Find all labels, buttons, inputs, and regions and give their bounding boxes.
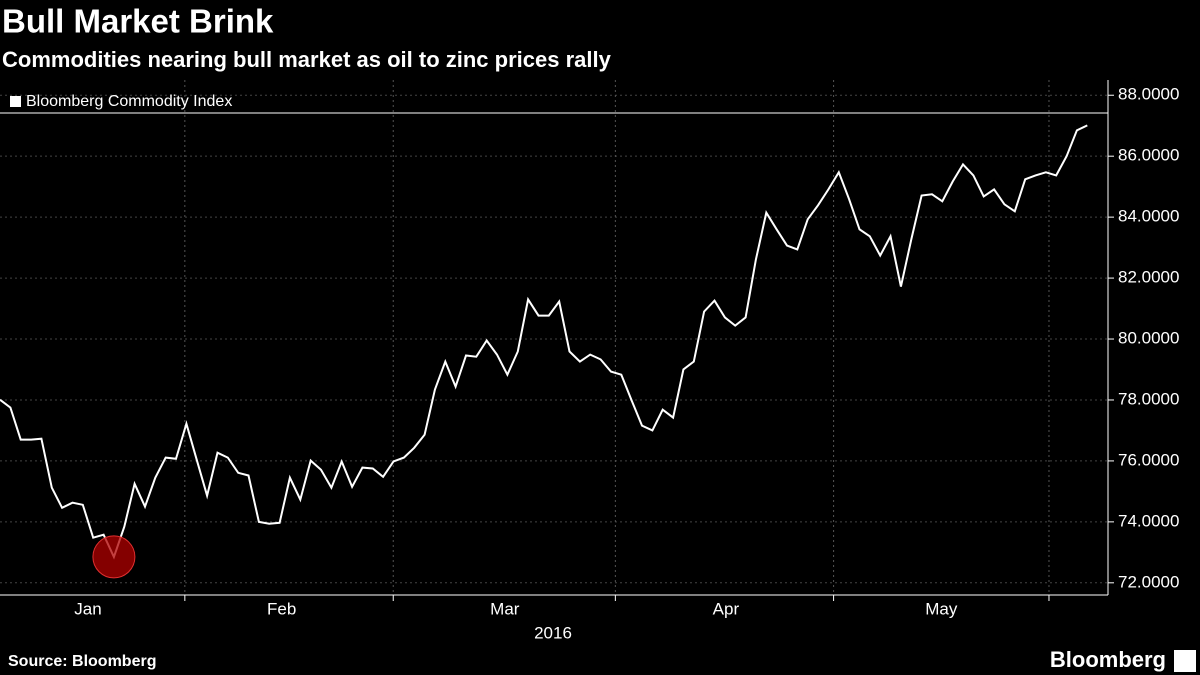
brand-icon xyxy=(1174,650,1196,672)
x-tick-label: Mar xyxy=(490,599,520,618)
legend-swatch xyxy=(10,96,21,107)
chart-title: Bull Market Brink xyxy=(2,3,274,40)
x-axis-label: 2016 xyxy=(534,623,572,642)
x-tick-label: May xyxy=(925,599,958,618)
chart-subtitle: Commodities nearing bull market as oil t… xyxy=(2,47,612,72)
x-tick-label: Apr xyxy=(713,599,740,618)
y-tick-label: 86.0000 xyxy=(1118,146,1179,165)
x-tick-label: Feb xyxy=(267,599,296,618)
x-tick-label: Jan xyxy=(74,599,101,618)
y-tick-label: 88.0000 xyxy=(1118,85,1179,104)
source: Source: Bloomberg xyxy=(8,653,156,670)
brand: Bloomberg xyxy=(1050,647,1166,672)
low-marker xyxy=(92,535,136,579)
y-tick-label: 72.0000 xyxy=(1118,572,1179,591)
y-tick-label: 84.0000 xyxy=(1118,207,1179,226)
y-tick-label: 76.0000 xyxy=(1118,450,1179,469)
y-tick-label: 82.0000 xyxy=(1118,268,1179,287)
y-tick-label: 78.0000 xyxy=(1118,389,1179,408)
legend-label: Bloomberg Commodity Index xyxy=(26,93,232,110)
series-line xyxy=(0,124,1088,560)
y-tick-label: 74.0000 xyxy=(1118,511,1179,530)
y-tick-label: 80.0000 xyxy=(1118,329,1179,348)
